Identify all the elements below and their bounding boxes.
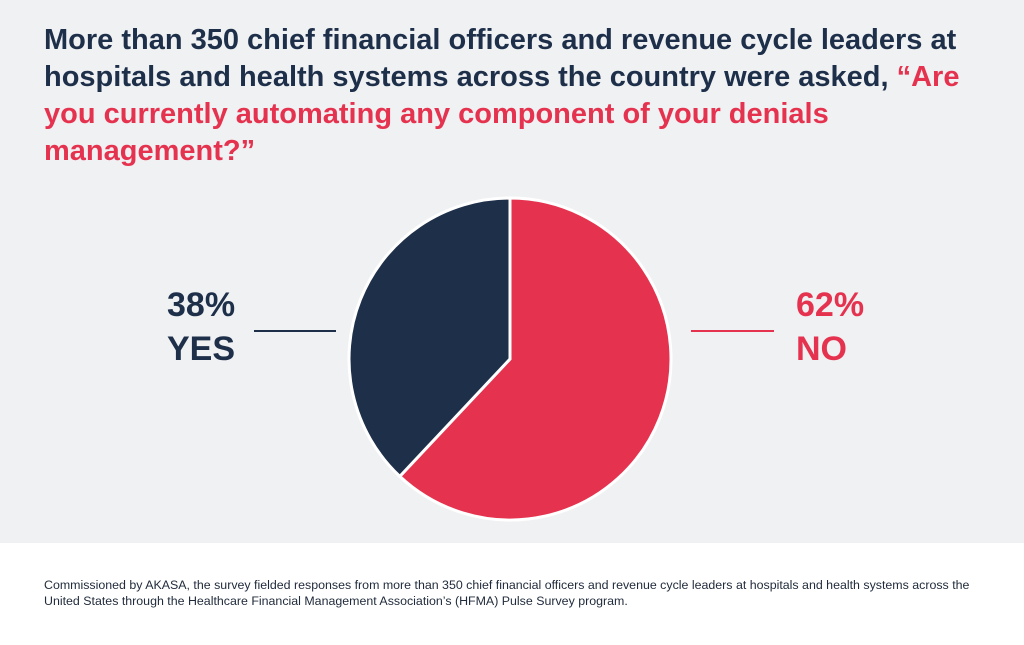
yes-text: YES [167,330,236,368]
no-percent: 62% [796,286,865,324]
chart-title: More than 350 chief financial officers a… [44,22,1004,170]
no-text: NO [796,330,847,368]
title-lead: More than 350 chief financial officers a… [44,24,957,93]
yes-percent: 38% [167,286,236,324]
footnote: Commissioned by AKASA, the survey fielde… [44,578,970,608]
pie-chart [254,196,774,522]
no-label: 62% NO [796,283,864,371]
pie-slice-yes [347,196,512,479]
yes-label: 38% YES [167,283,235,371]
title-question: “Are you currently automating any compon… [44,61,960,167]
chart-panel: More than 350 chief financial officers a… [0,0,1024,543]
pie-slice-no [397,196,673,522]
